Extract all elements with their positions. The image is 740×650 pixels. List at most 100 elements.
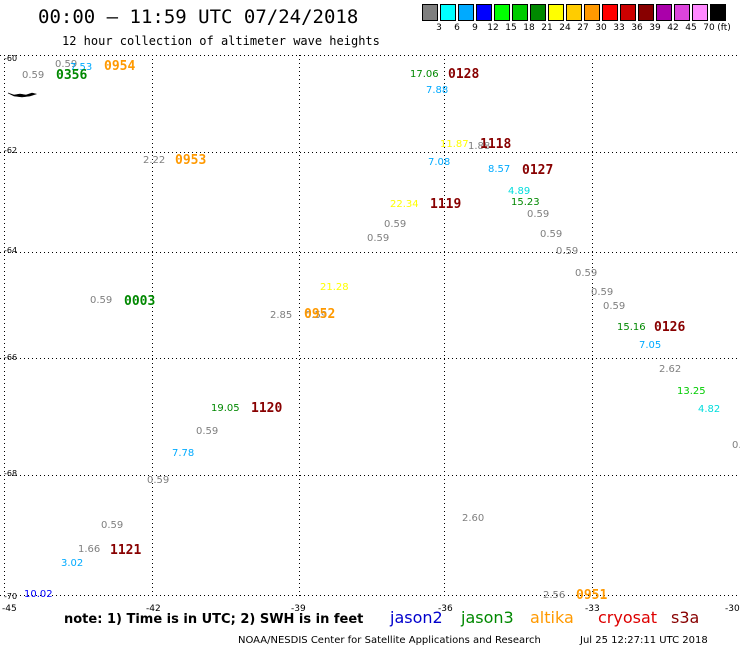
longitude-gridline-dot: [152, 443, 153, 444]
pass-time-label: 0356: [56, 68, 88, 83]
latitude-gridline-dot: [652, 55, 653, 56]
latitude-gridline-dot: [260, 55, 261, 56]
longitude-gridline-dot: [592, 383, 593, 384]
latitude-gridline-dot: [612, 475, 613, 476]
longitude-gridline-dot: [4, 531, 5, 532]
latitude-gridline-dot: [696, 475, 697, 476]
longitude-gridline-dot: [299, 183, 300, 184]
latitude-gridline-dot: [720, 152, 721, 153]
latitude-gridline-dot: [448, 152, 449, 153]
latitude-gridline-dot: [528, 152, 529, 153]
latitude-gridline-dot: [352, 252, 353, 253]
latitude-gridline-dot: [712, 595, 713, 596]
latitude-gridline-dot: [216, 595, 217, 596]
latitude-gridline-dot: [320, 595, 321, 596]
latitude-gridline-dot: [96, 595, 97, 596]
latitude-gridline-dot: [188, 55, 189, 56]
latitude-gridline-dot: [316, 152, 317, 153]
longitude-gridline-dot: [4, 331, 5, 332]
latitude-gridline-dot: [648, 595, 649, 596]
longitude-gridline-dot: [592, 511, 593, 512]
latitude-gridline-dot: [376, 595, 377, 596]
longitude-gridline-dot: [592, 223, 593, 224]
longitude-gridline-dot: [592, 447, 593, 448]
latitude-gridline-dot: [296, 595, 297, 596]
footnote: note: 1) Time is in UTC; 2) SWH is in fe…: [64, 612, 364, 627]
latitude-gridline-dot: [568, 152, 569, 153]
latitude-gridline-dot: [336, 252, 337, 253]
latitude-gridline-dot: [124, 475, 125, 476]
longitude-gridline-dot: [592, 247, 593, 248]
latitude-gridline-dot: [368, 475, 369, 476]
longitude-gridline-dot: [444, 231, 445, 232]
latitude-gridline-dot: [432, 475, 433, 476]
latitude-gridline-dot: [660, 358, 661, 359]
longitude-gridline-dot: [592, 579, 593, 580]
latitude-gridline-dot: [608, 595, 609, 596]
latitude-gridline-dot: [4, 252, 5, 253]
longitude-gridline-dot: [4, 523, 5, 524]
latitude-gridline-dot: [296, 55, 297, 56]
longitude-gridline-dot: [152, 479, 153, 480]
longitude-gridline-dot: [299, 515, 300, 516]
longitude-gridline-dot: [592, 199, 593, 200]
longitude-gridline-dot: [4, 463, 5, 464]
latitude-gridline-dot: [572, 55, 573, 56]
longitude-gridline-dot: [592, 391, 593, 392]
latitude-gridline-dot: [724, 595, 725, 596]
longitude-gridline-dot: [592, 527, 593, 528]
longitude-gridline-dot: [4, 407, 5, 408]
latitude-gridline-dot: [624, 358, 625, 359]
latitude-gridline-dot: [536, 252, 537, 253]
longitude-gridline-dot: [299, 455, 300, 456]
legend-bin-label: 27: [577, 23, 589, 33]
latitude-gridline-dot: [524, 152, 525, 153]
longitude-gridline-dot: [444, 59, 445, 60]
latitude-gridline-dot: [252, 475, 253, 476]
longitude-gridline-dot: [299, 279, 300, 280]
latitude-gridline-dot: [496, 152, 497, 153]
latitude-gridline-dot: [240, 595, 241, 596]
longitude-gridline-dot: [299, 275, 300, 276]
latitude-gridline-dot: [224, 252, 225, 253]
latitude-gridline-dot: [328, 595, 329, 596]
latitude-gridline-dot: [476, 475, 477, 476]
longitude-gridline-dot: [152, 475, 153, 476]
longitude-gridline-dot: [4, 71, 5, 72]
latitude-gridline-dot: [48, 152, 49, 153]
latitude-gridline-dot: [376, 358, 377, 359]
latitude-gridline-dot: [228, 55, 229, 56]
latitude-gridline-dot: [436, 595, 437, 596]
latitude-gridline-dot: [600, 358, 601, 359]
latitude-gridline-dot: [288, 252, 289, 253]
latitude-gridline-dot: [652, 595, 653, 596]
latitude-gridline-dot: [88, 358, 89, 359]
latitude-gridline-dot: [296, 152, 297, 153]
longitude-gridline-dot: [152, 535, 153, 536]
longitude-gridline-dot: [299, 331, 300, 332]
latitude-gridline-dot: [320, 475, 321, 476]
latitude-gridline-dot: [0, 595, 1, 596]
longitude-gridline-dot: [444, 131, 445, 132]
latitude-gridline-dot: [252, 152, 253, 153]
latitude-gridline-dot: [164, 55, 165, 56]
longitude-gridline-dot: [592, 467, 593, 468]
longitude-gridline-dot: [152, 279, 153, 280]
latitude-gridline-dot: [296, 475, 297, 476]
longitude-gridline-dot: [152, 379, 153, 380]
longitude-gridline-dot: [592, 167, 593, 168]
longitude-gridline-dot: [299, 143, 300, 144]
latitude-gridline-dot: [120, 152, 121, 153]
latitude-gridline-dot: [284, 152, 285, 153]
latitude-gridline-dot: [340, 475, 341, 476]
latitude-gridline-dot: [108, 55, 109, 56]
latitude-gridline-dot: [452, 358, 453, 359]
latitude-gridline-dot: [448, 358, 449, 359]
latitude-gridline-dot: [376, 475, 377, 476]
longitude-gridline-dot: [444, 467, 445, 468]
latitude-gridline-dot: [204, 475, 205, 476]
latitude-gridline-dot: [312, 358, 313, 359]
latitude-gridline-dot: [736, 358, 737, 359]
latitude-gridline-dot: [40, 152, 41, 153]
longitude-gridline-dot: [592, 315, 593, 316]
